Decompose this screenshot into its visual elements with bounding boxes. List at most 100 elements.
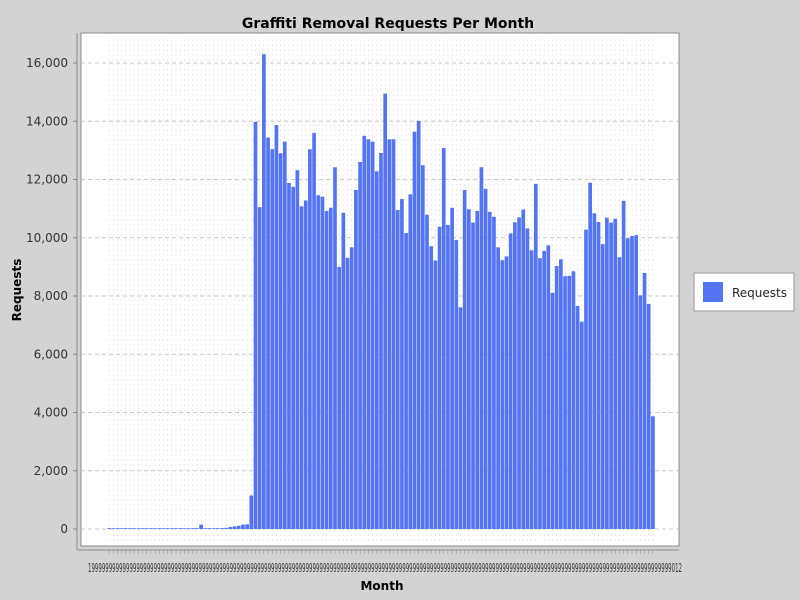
bar [228, 526, 233, 529]
bar [525, 228, 530, 529]
bar [613, 218, 618, 529]
bar [262, 54, 266, 529]
bar [182, 528, 187, 529]
x-ticks: 1999999999999999999999999999999999999999… [88, 550, 682, 575]
bar [107, 528, 111, 529]
bar [299, 206, 304, 530]
bar [542, 250, 546, 529]
x-tick-labels: 1999999999999999999999999999999999999999… [88, 561, 682, 575]
bar [308, 149, 312, 529]
bar [533, 183, 538, 529]
bar [370, 141, 375, 529]
legend-swatch [703, 282, 723, 302]
bar [554, 266, 559, 529]
bar [588, 182, 593, 530]
bar [617, 257, 622, 529]
bar [638, 295, 643, 529]
bar [132, 528, 137, 529]
bar [605, 217, 609, 529]
axes [76, 33, 679, 551]
bar [550, 292, 555, 529]
bar [149, 528, 153, 529]
bar [517, 217, 521, 530]
bar [625, 238, 630, 529]
bar [291, 186, 295, 529]
bar [383, 93, 388, 530]
bar [211, 528, 216, 529]
bar [437, 226, 442, 529]
bar [642, 272, 647, 529]
bar [345, 257, 350, 529]
bar [287, 182, 291, 529]
bar [195, 528, 199, 529]
bar [446, 224, 450, 529]
bar [500, 260, 505, 529]
bar [429, 246, 434, 530]
bar [199, 524, 203, 529]
bar [157, 528, 162, 529]
bar [513, 222, 517, 529]
bar [169, 528, 174, 529]
bar [400, 199, 404, 530]
bar [496, 247, 500, 529]
y-tick-label: 10,000 [26, 231, 68, 245]
bar [274, 125, 279, 529]
bar [584, 229, 588, 529]
bar [450, 207, 454, 529]
bar [404, 233, 408, 529]
chart-title: Graffiti Removal Requests Per Month [242, 16, 534, 32]
bar [567, 275, 572, 529]
bar [232, 526, 237, 529]
bar [546, 245, 551, 529]
bar [504, 256, 509, 529]
bar [538, 258, 542, 529]
bar [337, 266, 342, 529]
bar [144, 528, 149, 529]
bar [282, 141, 287, 529]
bar [257, 207, 262, 529]
bar [178, 528, 183, 529]
bar [140, 528, 145, 529]
bar [161, 528, 166, 529]
bar [479, 167, 484, 529]
bar [508, 233, 513, 529]
bar [630, 236, 634, 529]
bar [278, 153, 283, 529]
bar [458, 307, 463, 529]
bar [487, 211, 492, 530]
bar [270, 149, 275, 529]
bar [320, 196, 325, 529]
bar [174, 528, 178, 529]
bar [462, 189, 467, 530]
bar [186, 528, 191, 529]
y-tick-label: 16,000 [26, 56, 68, 70]
bar [190, 528, 195, 529]
bar [609, 222, 613, 530]
bar [220, 528, 224, 529]
bar [483, 188, 488, 529]
bar [236, 525, 241, 529]
bar [600, 244, 605, 529]
bar [349, 247, 354, 529]
y-tick-label: 6,000 [34, 347, 68, 361]
bar [165, 528, 170, 529]
bar [328, 207, 333, 529]
bar [425, 214, 429, 529]
y-tick-label: 12,000 [26, 173, 68, 187]
y-tick-label: 0 [60, 522, 68, 536]
bar [521, 209, 526, 529]
bar [354, 189, 358, 530]
bar [471, 222, 475, 530]
bar [441, 148, 446, 530]
bar [492, 216, 496, 529]
bar [316, 195, 321, 530]
bar [324, 210, 329, 529]
bar [563, 276, 567, 529]
legend: Requests [693, 272, 795, 312]
bar [241, 524, 245, 529]
bar [420, 165, 425, 529]
bar [571, 271, 576, 529]
bar [253, 121, 258, 530]
y-tick-label: 2,000 [34, 464, 68, 478]
